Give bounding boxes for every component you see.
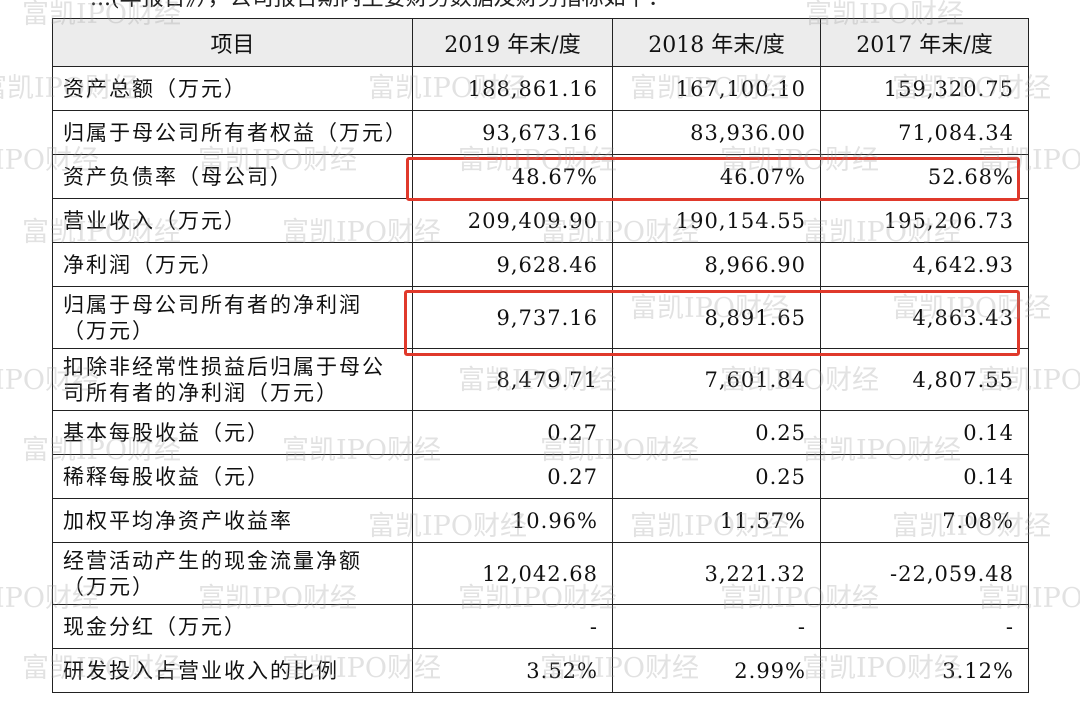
row-label: 研发投入占营业收入的比例 [52, 648, 413, 693]
table-row: 基本每股收益（元） 0.27 0.25 0.14 [52, 410, 1029, 455]
row-label: 基本每股收益（元） [52, 410, 413, 455]
cell-2019: 8,479.71 [412, 348, 613, 411]
cell-2017: - [820, 604, 1029, 649]
table-row: 归属于母公司所有者权益（万元） 93,673.16 83,936.00 71,0… [52, 110, 1029, 155]
row-label: 稀释每股收益（元） [52, 454, 413, 499]
table-row: 资产总额（万元） 188,861.16 167,100.10 159,320.7… [52, 66, 1029, 111]
cell-2019: 9,628.46 [412, 242, 613, 287]
cell-2017: 52.68% [820, 154, 1029, 199]
cell-2017: -22,059.48 [820, 542, 1029, 605]
cell-2017: 0.14 [820, 410, 1029, 455]
cell-2019: 209,409.90 [412, 198, 613, 243]
header-2018: 2018 年末/度 [612, 18, 821, 67]
table-row: 经营活动产生的现金流量净额（万元） 12,042.68 3,221.32 -22… [52, 542, 1029, 605]
cell-2018: 11.57% [612, 498, 821, 543]
cell-2019: 0.27 [412, 454, 613, 499]
cell-2019: 188,861.16 [412, 66, 613, 111]
cell-2018: 167,100.10 [612, 66, 821, 111]
cell-2017: 0.14 [820, 454, 1029, 499]
table-header-row: 项目 2019 年末/度 2018 年末/度 2017 年末/度 [52, 18, 1029, 67]
cell-2018: 0.25 [612, 410, 821, 455]
cell-2017: 195,206.73 [820, 198, 1029, 243]
row-label: 资产总额（万元） [52, 66, 413, 111]
table-row: 稀释每股收益（元） 0.27 0.25 0.14 [52, 454, 1029, 499]
cell-2019: 93,673.16 [412, 110, 613, 155]
cell-2018: 46.07% [612, 154, 821, 199]
cell-2019: - [412, 604, 613, 649]
cell-2019: 9,737.16 [412, 286, 613, 349]
table-row: 现金分红（万元） - - - [52, 604, 1029, 649]
header-item: 项目 [52, 18, 413, 67]
cell-2018: 0.25 [612, 454, 821, 499]
row-label: 归属于母公司所有者权益（万元） [52, 110, 413, 155]
cell-2019: 10.96% [412, 498, 613, 543]
cell-2017: 159,320.75 [820, 66, 1029, 111]
cell-2019: 12,042.68 [412, 542, 613, 605]
row-label: 营业收入（万元） [52, 198, 413, 243]
row-label: 现金分红（万元） [52, 604, 413, 649]
cell-2018: 3,221.32 [612, 542, 821, 605]
row-label: 资产负债率（母公司） [52, 154, 413, 199]
cell-2018: - [612, 604, 821, 649]
table-row: 净利润（万元） 9,628.46 8,966.90 4,642.93 [52, 242, 1029, 287]
table-row: 归属于母公司所有者的净利润（万元） 9,737.16 8,891.65 4,86… [52, 286, 1029, 349]
table-row: 资产负债率（母公司） 48.67% 46.07% 52.68% [52, 154, 1029, 199]
cell-2018: 8,966.90 [612, 242, 821, 287]
cell-2017: 4,863.43 [820, 286, 1029, 349]
cell-2017: 4,807.55 [820, 348, 1029, 411]
cell-2018: 7,601.84 [612, 348, 821, 411]
financial-data-table: 项目 2019 年末/度 2018 年末/度 2017 年末/度 资产总额（万元… [52, 18, 1029, 693]
cell-2018: 190,154.55 [612, 198, 821, 243]
cell-2019: 0.27 [412, 410, 613, 455]
header-2019: 2019 年末/度 [412, 18, 613, 67]
cell-2017: 71,084.34 [820, 110, 1029, 155]
table-row: 研发投入占营业收入的比例 3.52% 2.99% 3.12% [52, 648, 1029, 693]
cell-2019: 48.67% [412, 154, 613, 199]
row-label: 扣除非经常性损益后归属于母公司所有者的净利润（万元） [52, 348, 413, 411]
table-row: 扣除非经常性损益后归属于母公司所有者的净利润（万元） 8,479.71 7,60… [52, 348, 1029, 411]
row-label: 加权平均净资产收益率 [52, 498, 413, 543]
table-row: 营业收入（万元） 209,409.90 190,154.55 195,206.7… [52, 198, 1029, 243]
row-label: 归属于母公司所有者的净利润（万元） [52, 286, 413, 349]
header-2017: 2017 年末/度 [820, 18, 1029, 67]
table-row: 加权平均净资产收益率 10.96% 11.57% 7.08% [52, 498, 1029, 543]
cell-2017: 7.08% [820, 498, 1029, 543]
cell-2018: 83,936.00 [612, 110, 821, 155]
cell-2017: 4,642.93 [820, 242, 1029, 287]
cell-2018: 2.99% [612, 648, 821, 693]
cell-2018: 8,891.65 [612, 286, 821, 349]
row-label: 净利润（万元） [52, 242, 413, 287]
cell-2019: 3.52% [412, 648, 613, 693]
intro-text: ...(年报告》），公司报告期内主要财务数据及财务指标如下： [90, 0, 850, 10]
row-label: 经营活动产生的现金流量净额（万元） [52, 542, 413, 605]
cell-2017: 3.12% [820, 648, 1029, 693]
